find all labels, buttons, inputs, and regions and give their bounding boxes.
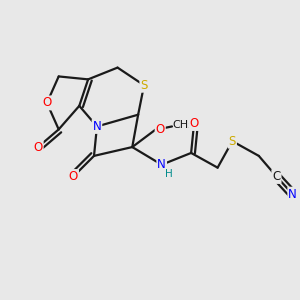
Text: O: O — [69, 170, 78, 183]
Text: S: S — [229, 135, 236, 148]
Text: H: H — [165, 169, 173, 178]
Text: O: O — [42, 96, 52, 110]
Text: CH₃: CH₃ — [172, 120, 193, 130]
Text: N: N — [93, 120, 101, 133]
Text: N: N — [157, 158, 166, 171]
Text: O: O — [189, 117, 199, 130]
Text: S: S — [140, 79, 148, 92]
Text: O: O — [156, 123, 165, 136]
Text: O: O — [34, 141, 43, 154]
Text: N: N — [288, 188, 297, 201]
Text: C: C — [272, 170, 281, 183]
